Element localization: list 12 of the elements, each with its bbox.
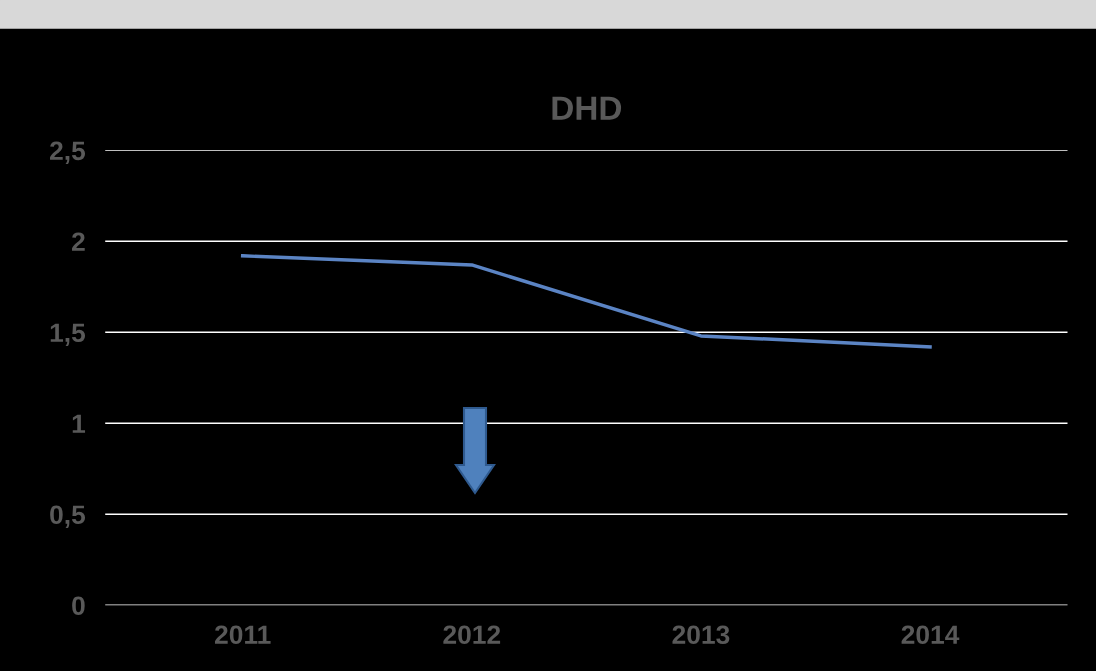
- y-tick-label: 2,5: [50, 141, 86, 164]
- y-tick-label: 1: [72, 414, 86, 433]
- y-tick-label: 1,5: [50, 323, 86, 346]
- line-series: [240, 254, 932, 349]
- y-tick-label: 0,5: [50, 505, 86, 528]
- y-tick-label: 0: [72, 596, 85, 616]
- y-tick-label: 2: [72, 232, 85, 251]
- x-tick-label: 2011: [214, 625, 271, 645]
- x-tick-label: 2014: [901, 625, 960, 645]
- x-tick-label: 2013: [672, 625, 730, 645]
- chart-title: DHD: [552, 96, 622, 120]
- x-tick-label: 2012: [443, 625, 501, 645]
